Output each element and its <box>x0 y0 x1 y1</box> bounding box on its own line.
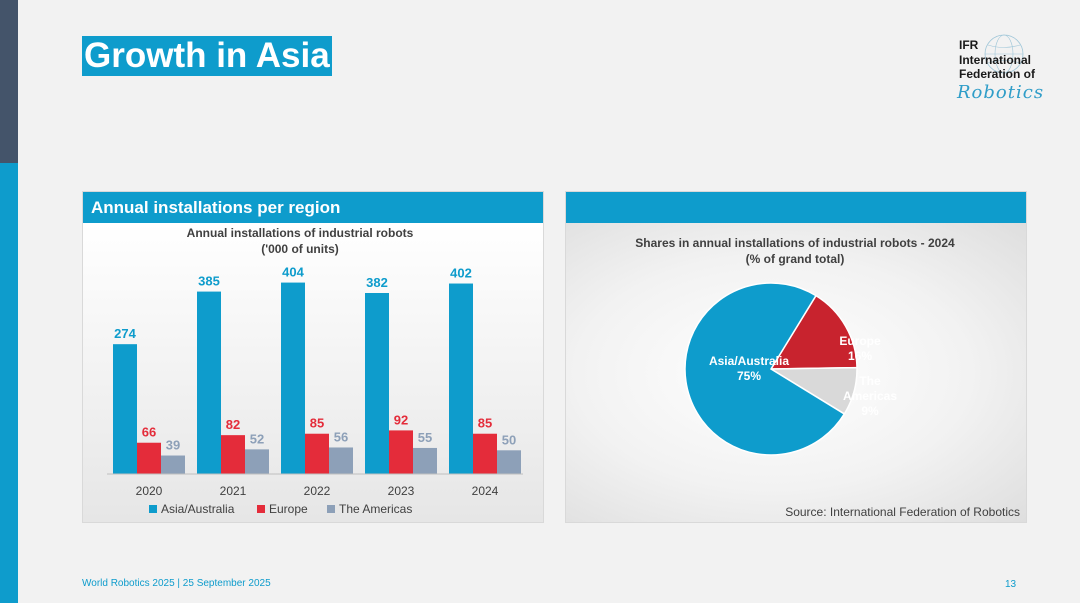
x-tick-2023: 2023 <box>388 484 415 498</box>
x-tick-2024: 2024 <box>472 484 499 498</box>
bar-label-asia-australia-2024: 402 <box>450 266 472 281</box>
legend-label-asia-australia: Asia/Australia <box>161 502 235 516</box>
bar-asia-australia-2020 <box>113 344 137 474</box>
bar-asia-australia-2024 <box>449 283 473 474</box>
bar-europe-2022 <box>305 433 329 474</box>
pie-chart-area: Shares in annual installations of indust… <box>566 223 1026 522</box>
bar-chart-panel-header: Annual installations per region <box>83 192 543 223</box>
legend-label-the-americas: The Americas <box>339 502 412 516</box>
pie-label-the-americas: The Americas 9% <box>843 374 897 418</box>
bar-label-the-americas-2022: 56 <box>334 429 348 444</box>
legend-swatch-asia-australia <box>149 505 157 513</box>
page-title: Growth in Asia <box>82 36 332 76</box>
bar-asia-australia-2022 <box>281 282 305 474</box>
bar-chart-panel-header-label: Annual installations per region <box>91 198 341 217</box>
bar-label-europe-2022: 85 <box>310 416 324 431</box>
bar-label-the-americas-2021: 52 <box>250 431 264 446</box>
pie-chart-subtitle: (% of grand total) <box>746 252 845 266</box>
bar-label-europe-2023: 92 <box>394 412 408 427</box>
pie-chart-panel: Shares in annual installations of indust… <box>565 191 1027 523</box>
bar-europe-2021 <box>221 435 245 474</box>
bar-label-the-americas-2020: 39 <box>166 438 180 453</box>
bar-label-europe-2020: 66 <box>142 425 156 440</box>
x-tick-2021: 2021 <box>220 484 247 498</box>
ifr-logo: IFR International Federation of Robotics <box>955 28 1065 108</box>
bar-chart-title: Annual installations of industrial robot… <box>187 226 414 240</box>
bar-europe-2020 <box>137 442 161 474</box>
pie-label-asia-australia: Asia/Australia 75% <box>709 354 789 383</box>
bar-label-asia-australia-2021: 385 <box>198 274 220 289</box>
bar-label-the-americas-2024: 50 <box>502 432 516 447</box>
pie-chart-panel-header-label <box>566 198 574 217</box>
globe-icon <box>984 34 1024 74</box>
bar-the-americas-2022 <box>329 447 353 474</box>
legend-swatch-the-americas <box>327 505 335 513</box>
bar-the-americas-2023 <box>413 447 437 474</box>
logo-line-3: Federation of <box>959 67 1036 81</box>
bar-the-americas-2020 <box>161 455 185 474</box>
bar-chart-panel: Annual installations per region Annual i… <box>82 191 544 523</box>
bar-label-europe-2024: 85 <box>478 416 492 431</box>
pie-label-europe: Europe 16% <box>839 334 881 363</box>
bar-chart-area: Annual installations of industrial robot… <box>83 223 543 522</box>
bar-label-asia-australia-2020: 274 <box>114 326 136 341</box>
legend-swatch-europe <box>257 505 265 513</box>
logo-line-2: International <box>959 52 1032 67</box>
bar-the-americas-2021 <box>245 449 269 474</box>
logo-line-1: IFR <box>959 38 979 52</box>
legend-label-europe: Europe <box>269 502 308 516</box>
side-strip-blue <box>0 163 18 603</box>
bar-chart-subtitle: ('000 of units) <box>261 242 339 256</box>
bar-europe-2024 <box>473 433 497 474</box>
bar-chart: Annual installations of industrial robot… <box>107 226 523 516</box>
bar-label-europe-2021: 82 <box>226 417 240 432</box>
bar-europe-2023 <box>389 430 413 474</box>
x-tick-2020: 2020 <box>136 484 163 498</box>
bar-label-asia-australia-2022: 404 <box>282 265 304 280</box>
bar-asia-australia-2023 <box>365 293 389 474</box>
bar-label-asia-australia-2023: 382 <box>366 275 388 290</box>
bar-asia-australia-2021 <box>197 291 221 474</box>
pie-chart-title: Shares in annual installations of indust… <box>635 236 955 250</box>
footer-date: World Robotics 2025 | 25 September 2025 <box>82 578 271 589</box>
side-strip-dark <box>0 0 18 163</box>
pie-chart: Shares in annual installations of indust… <box>635 236 1020 519</box>
pie-slice-europe <box>769 294 858 370</box>
page-number: 13 <box>1005 579 1017 590</box>
pie-source: Source: International Federation of Robo… <box>785 505 1020 519</box>
bar-label-the-americas-2023: 55 <box>418 430 432 445</box>
logo-text: IFR International Federation of <box>959 38 1035 82</box>
pie-chart-panel-header <box>566 192 1026 223</box>
pie-slice-asia-australia <box>684 282 846 456</box>
logo-script: Robotics <box>957 82 1045 103</box>
bar-the-americas-2024 <box>497 450 521 474</box>
x-tick-2022: 2022 <box>304 484 331 498</box>
